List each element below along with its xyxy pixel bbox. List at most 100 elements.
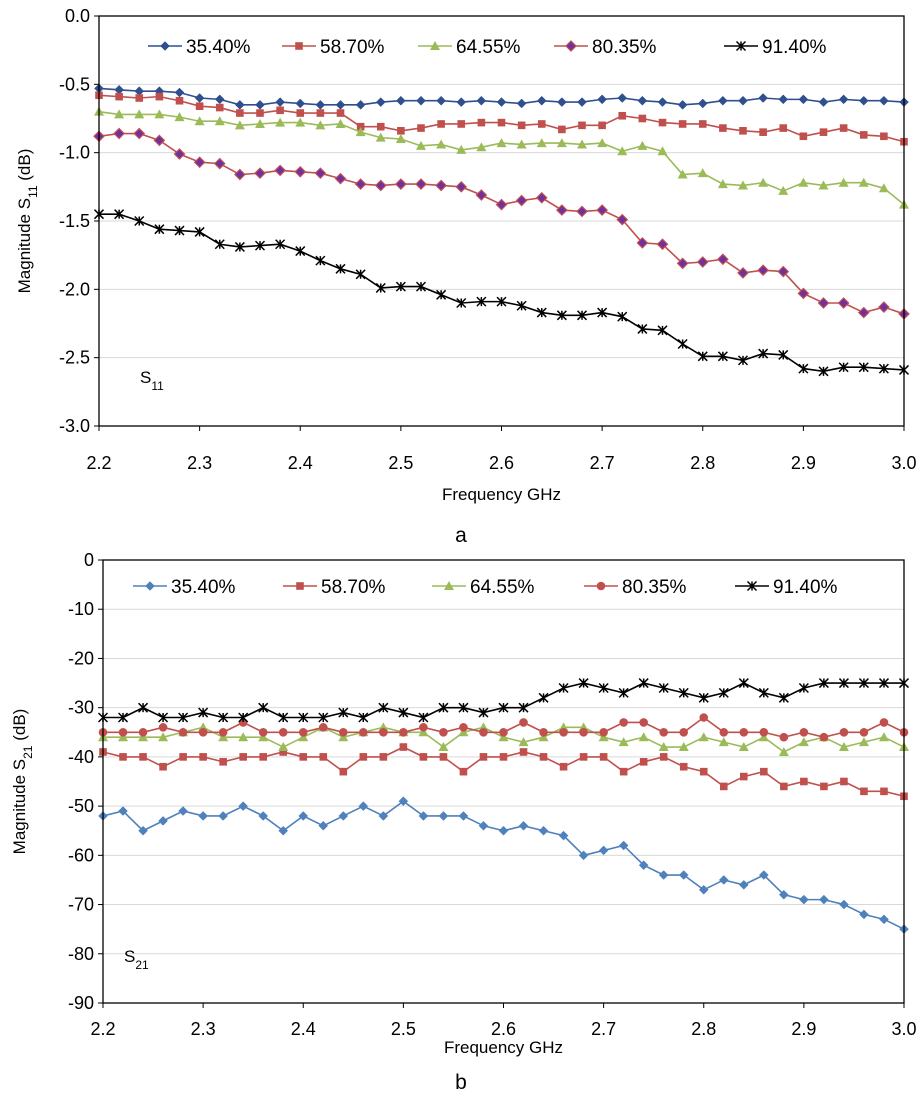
data-point (697, 168, 708, 178)
data-point (278, 825, 289, 836)
data-point (698, 120, 707, 128)
data-point (798, 363, 809, 374)
data-point (174, 225, 185, 236)
data-point (619, 767, 628, 776)
data-point (336, 109, 345, 117)
data-point (878, 363, 889, 374)
data-point (278, 712, 289, 723)
data-point (599, 753, 608, 761)
data-point (798, 682, 809, 694)
data-point (358, 712, 369, 723)
data-point (818, 180, 829, 190)
legend-label: 80.35% (592, 37, 657, 58)
legend-marker (160, 41, 170, 51)
chart-panel-a: 0.0 -0.5 -1.0 -1.5 -2.0 -2.5 -3.0 2.2 2.3 2.4 2.5 2… (15, 6, 917, 547)
data-point (538, 825, 549, 836)
data-point (178, 727, 188, 737)
data-point (135, 94, 144, 102)
data-point (439, 753, 448, 761)
data-point (637, 95, 648, 106)
y-axis-title: Magnitude S11 (dB) (15, 149, 40, 294)
data-point (274, 164, 286, 177)
data-point (378, 811, 389, 821)
data-point (316, 109, 325, 117)
data-point (780, 782, 788, 791)
x-tick-label: 2.7 (591, 1019, 616, 1039)
data-point (118, 727, 128, 737)
data-point (134, 215, 145, 227)
data-point (698, 884, 709, 895)
data-point (598, 732, 609, 742)
x-tick-label: 2.4 (288, 453, 313, 473)
data-point (298, 732, 309, 742)
y-tick-label: -70 (68, 895, 94, 915)
data-point (478, 707, 489, 718)
data-point (737, 267, 749, 279)
data-point (858, 678, 869, 689)
plot-annotation-sub: 11 (151, 379, 164, 393)
data-point (259, 753, 267, 761)
data-point (517, 121, 526, 130)
x-tick-label: 2.5 (388, 453, 413, 473)
data-point (537, 120, 546, 128)
data-point (379, 753, 388, 761)
data-point (155, 92, 164, 101)
data-point (118, 732, 129, 742)
data-point (718, 687, 729, 698)
data-point (820, 782, 828, 791)
data-point (738, 180, 748, 190)
data-point (639, 758, 648, 766)
data-point (335, 99, 346, 110)
data-point (679, 762, 688, 771)
data-point (175, 96, 184, 105)
data-point (399, 727, 408, 737)
data-point (238, 732, 249, 742)
data-point (399, 743, 408, 751)
data-point (738, 95, 748, 106)
legend-label: 91.40% (773, 577, 838, 598)
data-point (255, 99, 265, 110)
data-point (838, 742, 849, 752)
data-point (719, 727, 729, 737)
data-point (359, 727, 368, 737)
data-point (740, 772, 748, 781)
plot-annotation-main: S (140, 368, 151, 387)
data-point (457, 120, 466, 128)
data-point (154, 109, 165, 119)
data-point (538, 732, 549, 742)
data-point (356, 122, 365, 131)
data-point (214, 94, 225, 105)
data-point (657, 97, 668, 107)
legend-label: 64.55% (456, 37, 521, 58)
data-point (117, 712, 129, 723)
y-tick-label: -50 (68, 796, 94, 816)
data-point (218, 727, 228, 737)
data-point (858, 95, 869, 106)
data-point (559, 727, 568, 737)
data-point (355, 127, 366, 137)
x-tick-label: 3.0 (891, 1019, 916, 1039)
data-point (295, 98, 306, 109)
legend-marker (565, 40, 577, 52)
data-point (498, 732, 509, 742)
data-point (374, 179, 387, 192)
y-tick-label: -0.5 (59, 74, 90, 94)
data-point (158, 816, 168, 826)
x-tick-label: 2.4 (291, 1019, 316, 1039)
y-tick-label: -3.0 (59, 416, 90, 436)
data-point (559, 762, 568, 771)
data-point (880, 132, 888, 141)
data-point (335, 118, 346, 128)
data-point (579, 753, 588, 761)
data-point (133, 127, 146, 140)
y-tick-label: 0 (84, 550, 94, 570)
data-point (860, 787, 868, 796)
data-point (138, 732, 149, 742)
data-point (797, 287, 810, 300)
data-point (194, 226, 205, 237)
y-tick-label: -20 (68, 648, 94, 668)
data-point (859, 909, 869, 920)
data-point (479, 753, 488, 761)
data-point (114, 109, 125, 119)
